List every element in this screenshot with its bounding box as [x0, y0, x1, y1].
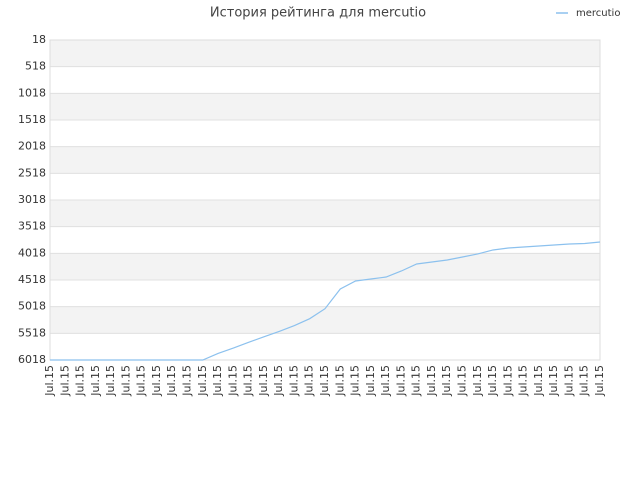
x-tick-label: Jul.15	[486, 365, 499, 397]
x-tick-label: Jul.15	[318, 365, 331, 397]
y-tick-label: 18	[32, 33, 46, 46]
x-tick-label: Jul.15	[181, 365, 194, 397]
chart-title: История рейтинга для mercutio	[210, 6, 426, 21]
x-tick-label: Jul.15	[532, 365, 545, 397]
x-tick-label: Jul.15	[89, 365, 102, 397]
x-tick-label: Jul.15	[135, 365, 148, 397]
x-tick-label: Jul.15	[349, 365, 362, 397]
x-tick-label: Jul.15	[74, 365, 87, 397]
band	[50, 253, 600, 280]
x-tick-label: Jul.15	[165, 365, 178, 397]
x-tick-label: Jul.15	[364, 365, 377, 397]
x-tick-label: Jul.15	[211, 365, 224, 397]
x-tick-label: Jul.15	[425, 365, 438, 397]
band	[50, 93, 600, 120]
x-tick-label: Jul.15	[104, 365, 117, 397]
band	[50, 40, 600, 67]
x-tick-label: Jul.15	[440, 365, 453, 397]
x-tick-label: Jul.15	[562, 365, 575, 397]
band	[50, 200, 600, 227]
y-tick-label: 4518	[18, 273, 46, 286]
y-tick-label: 1518	[18, 113, 46, 126]
y-tick-label: 2018	[18, 140, 46, 153]
x-tick-label: Jul.15	[119, 365, 132, 397]
x-tick-label: Jul.15	[471, 365, 484, 397]
x-tick-label: Jul.15	[379, 365, 392, 397]
y-tick-label: 1018	[18, 86, 46, 99]
x-tick-label: Jul.15	[303, 365, 316, 397]
legend-label: mercutio	[576, 8, 620, 19]
x-tick-label: Jul.15	[226, 365, 239, 397]
band	[50, 146, 600, 174]
x-tick-label: Jul.15	[517, 365, 530, 397]
plot-border	[49, 39, 601, 361]
x-tick-label: Jul.15	[287, 365, 300, 397]
y-tick-label: 2518	[18, 166, 46, 179]
band	[50, 306, 600, 334]
x-tick-label: Jul.15	[242, 365, 255, 397]
line	[50, 241, 601, 361]
y-tick-label: 5018	[18, 300, 46, 313]
x-tick-label: Jul.15	[272, 365, 285, 397]
y-tick-label: 6018	[18, 353, 46, 366]
y-tick-label: 5518	[18, 326, 46, 339]
x-tick-label: Jul.15	[58, 365, 71, 397]
x-tick-label: Jul.15	[43, 365, 56, 397]
y-tick-label: 4018	[18, 246, 46, 259]
x-tick-label: Jul.15	[150, 365, 163, 397]
x-tick-label: Jul.15	[196, 365, 209, 397]
x-tick-label: Jul.15	[410, 365, 423, 397]
x-tick-label: Jul.15	[456, 365, 469, 397]
x-tick-label: Jul.15	[593, 365, 606, 397]
y-tick-label: 3518	[18, 220, 46, 233]
x-tick-label: Jul.15	[333, 365, 346, 397]
x-tick-label: Jul.15	[257, 365, 270, 397]
y-tick-label: 518	[25, 60, 46, 73]
x-tick-label: Jul.15	[578, 365, 591, 397]
x-tick-label: Jul.15	[501, 365, 514, 397]
y-tick-label: 3018	[18, 193, 46, 206]
x-tick-label: Jul.15	[394, 365, 407, 397]
x-tick-label: Jul.15	[547, 365, 560, 397]
